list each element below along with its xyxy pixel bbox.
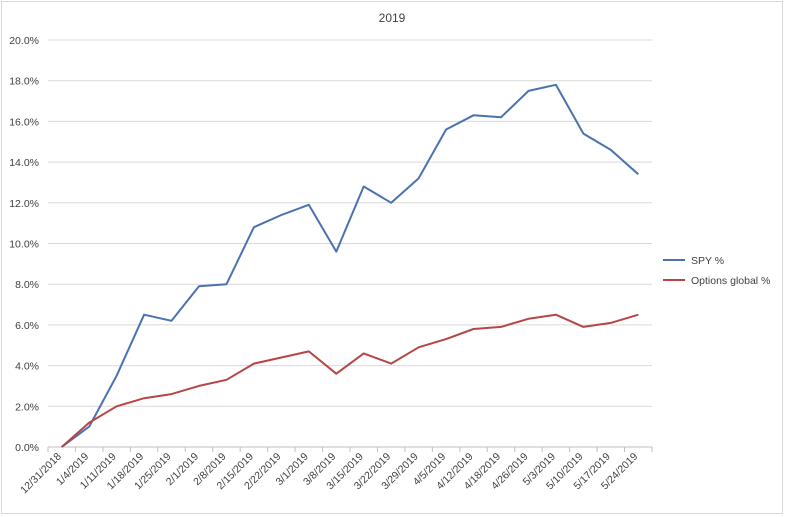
y-tick-label: 10.0% [9, 239, 39, 251]
y-tick-label: 16.0% [9, 116, 39, 128]
y-axis: 0.0% 2.0% 4.0% 6.0% 8.0% 10.0% 12.0% 14.0% 16.0%… [9, 35, 39, 454]
x-axis: 12/31/20181/4/20191/11/20191/18/20191/25… [18, 446, 653, 497]
y-tick-label: 6.0% [15, 320, 39, 332]
y-tick-label: 0.0% [15, 442, 39, 454]
y-tick-label: 4.0% [15, 361, 39, 373]
series-line-1 [61, 83, 639, 448]
legend-label: SPY % [691, 255, 724, 267]
y-tick-label: 14.0% [9, 157, 39, 169]
y-tick-label: 18.0% [9, 76, 39, 88]
gridlines [48, 39, 652, 407]
series-line-2 [61, 313, 639, 448]
y-tick-label: 2.0% [15, 401, 39, 413]
x-tick-label: 12/31/2018 [18, 451, 64, 497]
legend-label: Options global % [691, 275, 770, 287]
y-tick-label: 20.0% [9, 35, 39, 47]
chart-title: 2019 [379, 11, 406, 25]
legend: SPY % Options global % [663, 255, 770, 287]
series-layer [61, 83, 639, 448]
y-tick-label: 8.0% [15, 279, 39, 291]
y-tick-label: 12.0% [9, 198, 39, 210]
